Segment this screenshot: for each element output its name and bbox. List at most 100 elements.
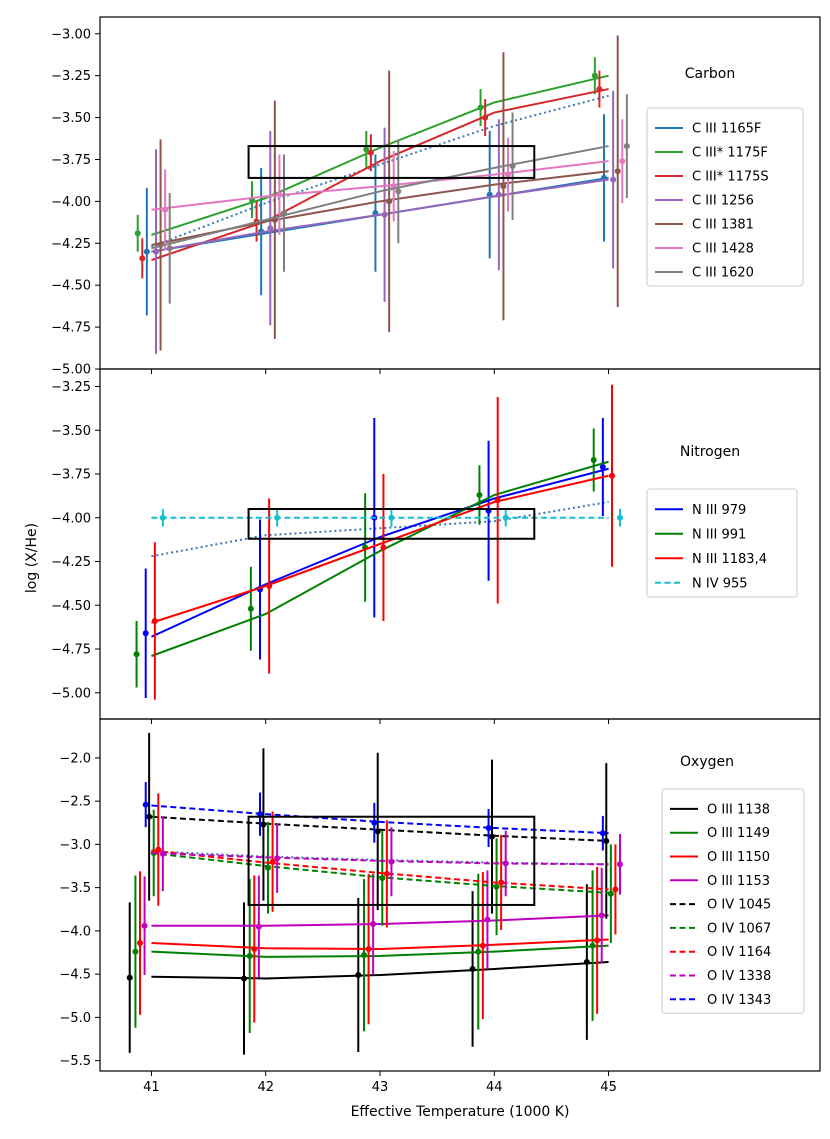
plot-area bbox=[133, 384, 623, 700]
legend-label: O IV 1045 bbox=[707, 898, 771, 913]
legend-label: O III 1149 bbox=[707, 826, 770, 841]
legend-label: C III 1165F bbox=[692, 122, 761, 137]
y-tick-label: −5.5 bbox=[59, 1054, 91, 1069]
data-point bbox=[159, 514, 166, 521]
data-point bbox=[139, 255, 146, 262]
data-point bbox=[607, 890, 614, 897]
y-tick-label: −3.0 bbox=[59, 838, 91, 853]
legend-label: C III 1620 bbox=[692, 266, 754, 281]
trend-line bbox=[151, 94, 609, 248]
fit-line bbox=[151, 88, 609, 261]
data-point bbox=[495, 191, 502, 198]
data-point bbox=[363, 146, 370, 153]
x-tick-label: 41 bbox=[143, 1080, 160, 1095]
y-tick-label: −2.5 bbox=[59, 795, 91, 810]
data-point bbox=[159, 850, 166, 857]
data-point bbox=[380, 544, 387, 551]
data-point bbox=[599, 830, 606, 837]
y-tick-label: −5.0 bbox=[59, 1011, 91, 1026]
data-point bbox=[166, 245, 173, 252]
data-point bbox=[598, 912, 605, 919]
x-tick-label: 45 bbox=[600, 1080, 617, 1095]
fit-line bbox=[151, 944, 609, 958]
data-point bbox=[142, 630, 149, 637]
series-n-iii-1183-4 bbox=[151, 384, 615, 700]
data-point bbox=[599, 464, 606, 470]
legend-label: N III 991 bbox=[692, 527, 746, 542]
data-point bbox=[155, 846, 162, 853]
data-point bbox=[255, 923, 262, 930]
data-point bbox=[371, 819, 378, 826]
fit-line bbox=[151, 938, 609, 951]
legend-label: C III* 1175S bbox=[692, 170, 769, 185]
data-point bbox=[141, 922, 148, 929]
data-point bbox=[609, 472, 615, 479]
panel-title: Carbon bbox=[685, 66, 735, 82]
plot-area bbox=[126, 732, 623, 1055]
y-tick-label: −4.75 bbox=[51, 321, 91, 336]
legend: O III 1138 O III 1149 O III 1150 O III 1153… bbox=[661, 788, 805, 1014]
y-tick-label: −3.00 bbox=[51, 27, 91, 42]
data-point bbox=[591, 72, 598, 79]
y-tick-label: −3.25 bbox=[51, 69, 91, 84]
data-point bbox=[251, 946, 258, 953]
y-axis-label: log (X/He) bbox=[24, 523, 40, 593]
data-point bbox=[623, 143, 630, 150]
fit-line bbox=[151, 467, 609, 638]
data-point bbox=[594, 937, 601, 944]
data-point bbox=[355, 972, 362, 978]
series-c-iii-1256 bbox=[151, 90, 617, 354]
fit-line bbox=[151, 145, 609, 250]
y-tick-label: −4.00 bbox=[51, 195, 91, 210]
fit-line bbox=[151, 178, 609, 253]
data-point bbox=[489, 833, 495, 840]
data-point bbox=[383, 870, 390, 877]
y-tick-label: −4.25 bbox=[51, 237, 91, 252]
series-o-iii-1153 bbox=[141, 867, 609, 978]
plot-area bbox=[134, 35, 630, 354]
data-point bbox=[477, 104, 484, 111]
data-point bbox=[260, 821, 267, 828]
data-point bbox=[498, 879, 505, 886]
legend-label: C III 1381 bbox=[692, 218, 754, 233]
data-point bbox=[612, 886, 619, 893]
series-o-iv-1338 bbox=[151, 816, 623, 897]
data-point bbox=[379, 875, 386, 882]
data-point bbox=[374, 828, 381, 835]
data-point bbox=[281, 210, 287, 217]
fit-line bbox=[151, 474, 609, 624]
data-point bbox=[482, 114, 489, 121]
y-tick-label: −3.75 bbox=[51, 468, 91, 483]
data-point bbox=[493, 883, 500, 890]
series-n-iv-955 bbox=[151, 509, 623, 527]
data-point bbox=[142, 801, 149, 808]
legend-label: O IV 1067 bbox=[707, 921, 771, 936]
fit-line bbox=[151, 460, 609, 657]
data-point bbox=[151, 618, 158, 624]
data-point bbox=[381, 211, 388, 218]
legend-label: N III 979 bbox=[692, 503, 746, 518]
data-point bbox=[365, 946, 372, 953]
mean-box bbox=[247, 508, 536, 540]
y-tick-label: −3.50 bbox=[51, 111, 91, 126]
data-point bbox=[502, 860, 509, 867]
fit-line bbox=[151, 74, 609, 236]
data-point bbox=[134, 230, 141, 237]
legend-label: O IV 1338 bbox=[707, 969, 771, 984]
legend-label: O IV 1164 bbox=[707, 945, 771, 960]
data-point bbox=[267, 225, 274, 232]
data-point bbox=[596, 86, 603, 93]
data-point bbox=[484, 916, 491, 923]
data-point bbox=[388, 858, 395, 865]
series-o-iii-1149 bbox=[132, 870, 609, 1033]
data-point bbox=[479, 942, 486, 949]
data-point bbox=[132, 948, 139, 955]
fit-line bbox=[151, 914, 609, 927]
data-point bbox=[386, 198, 393, 205]
data-point bbox=[485, 824, 492, 831]
y-tick-label: −4.50 bbox=[51, 279, 91, 294]
legend-label: O III 1153 bbox=[707, 874, 770, 889]
legend-label: O III 1138 bbox=[707, 802, 770, 817]
mean-box bbox=[247, 145, 536, 179]
y-tick-label: −5.00 bbox=[51, 363, 91, 378]
